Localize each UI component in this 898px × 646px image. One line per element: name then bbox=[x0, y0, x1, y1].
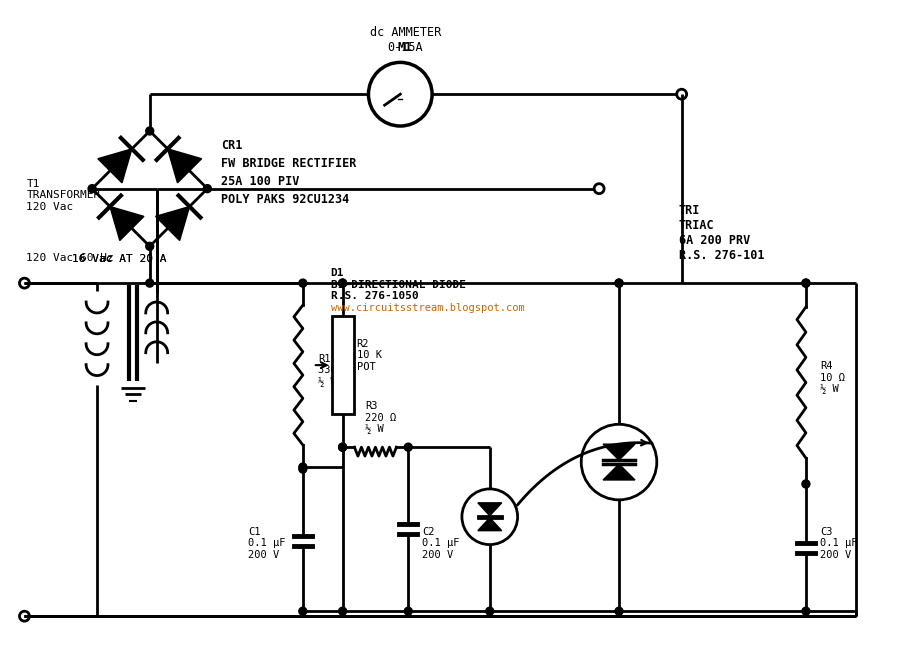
Circle shape bbox=[615, 279, 623, 287]
Text: C2
0.1 μF
200 V: C2 0.1 μF 200 V bbox=[422, 526, 460, 560]
Circle shape bbox=[299, 463, 307, 471]
Text: 16 Vac AT 20 A: 16 Vac AT 20 A bbox=[72, 255, 167, 264]
Circle shape bbox=[615, 607, 623, 615]
Circle shape bbox=[486, 607, 494, 615]
Circle shape bbox=[404, 443, 412, 451]
Circle shape bbox=[299, 279, 307, 287]
Polygon shape bbox=[603, 444, 635, 460]
Text: 16 Vac AT 20 A: 16 Vac AT 20 A bbox=[72, 255, 167, 264]
Polygon shape bbox=[155, 207, 189, 240]
Text: R4
10 Ω
½ W: R4 10 Ω ½ W bbox=[820, 361, 845, 394]
Polygon shape bbox=[603, 464, 635, 480]
Circle shape bbox=[299, 607, 307, 615]
Text: C3
0.1 μF
200 V: C3 0.1 μF 200 V bbox=[820, 526, 858, 560]
Text: TRI
TRIAC
6A 200 PRV
R.S. 276-101: TRI TRIAC 6A 200 PRV R.S. 276-101 bbox=[679, 203, 764, 262]
Text: R2
10 K
POT: R2 10 K POT bbox=[357, 339, 382, 372]
Text: dc AMMETER
0-15A: dc AMMETER 0-15A bbox=[370, 12, 441, 54]
Text: C1
0.1 μF
200 V: C1 0.1 μF 200 V bbox=[248, 526, 286, 560]
Circle shape bbox=[145, 242, 154, 250]
Circle shape bbox=[339, 279, 347, 287]
Circle shape bbox=[802, 480, 810, 488]
Text: R3
220 Ω
½ W: R3 220 Ω ½ W bbox=[365, 401, 397, 434]
Text: D1
B1-DIRECTIONAL DIODE
R.S. 276-1050: D1 B1-DIRECTIONAL DIODE R.S. 276-1050 bbox=[330, 268, 466, 302]
Circle shape bbox=[299, 465, 307, 473]
Polygon shape bbox=[98, 149, 132, 183]
Circle shape bbox=[88, 185, 96, 193]
Text: T1
TRANSFORMER
120 Vac: T1 TRANSFORMER 120 Vac bbox=[26, 179, 101, 212]
Circle shape bbox=[615, 279, 623, 287]
Circle shape bbox=[204, 185, 211, 193]
Circle shape bbox=[802, 279, 810, 287]
Circle shape bbox=[404, 607, 412, 615]
Circle shape bbox=[145, 127, 154, 135]
Circle shape bbox=[339, 443, 347, 451]
Text: 120 Vac 60 Hz: 120 Vac 60 Hz bbox=[26, 253, 114, 264]
Text: CR1
FW BRIDGE RECTIFIER
25A 100 PIV
POLY PAKS 92CU1234: CR1 FW BRIDGE RECTIFIER 25A 100 PIV POLY… bbox=[221, 139, 357, 206]
Circle shape bbox=[339, 279, 347, 287]
Bar bbox=[331, 316, 354, 414]
Circle shape bbox=[145, 279, 154, 287]
Text: M1: M1 bbox=[398, 41, 413, 54]
Polygon shape bbox=[110, 207, 144, 240]
Circle shape bbox=[802, 607, 810, 615]
Circle shape bbox=[339, 607, 347, 615]
Circle shape bbox=[802, 279, 810, 287]
Text: www.circuitsstream.blogspot.com: www.circuitsstream.blogspot.com bbox=[330, 303, 524, 313]
Polygon shape bbox=[478, 503, 502, 516]
Polygon shape bbox=[478, 517, 502, 530]
Text: R1
330 Ω
½ W: R1 330 Ω ½ W bbox=[318, 353, 349, 387]
Polygon shape bbox=[168, 149, 201, 183]
Circle shape bbox=[339, 443, 347, 451]
